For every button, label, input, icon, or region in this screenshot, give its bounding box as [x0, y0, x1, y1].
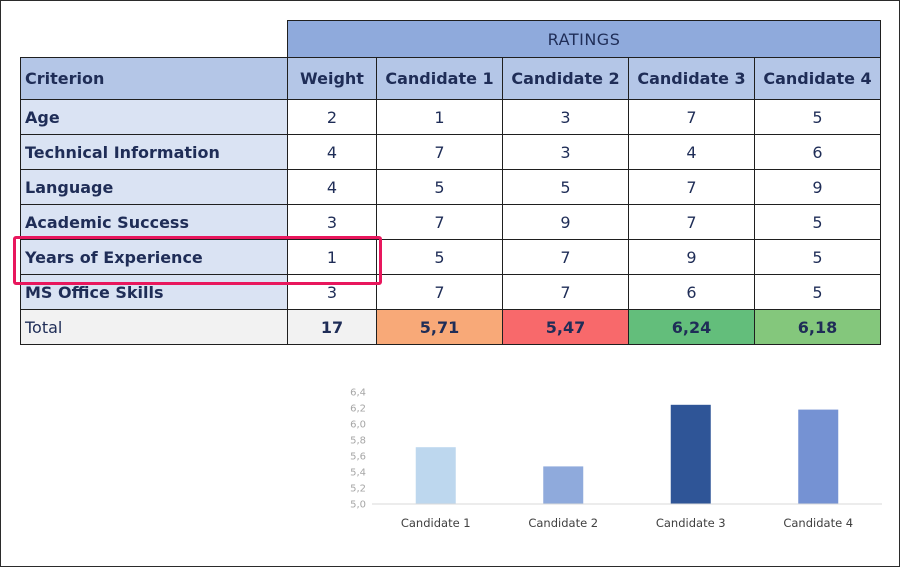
bar-candidate-1[interactable]: [415, 447, 456, 504]
total-candidate-2[interactable]: 5,47: [502, 309, 629, 345]
bar-candidate-2[interactable]: [543, 466, 584, 504]
rating-cell[interactable]: 7: [628, 99, 755, 135]
criterion-cell[interactable]: Technical Information: [20, 134, 288, 170]
y-axis-ticks: 5,0 5,2 5,4 5,6 5,8 6,0 6,2 6,4: [350, 388, 366, 511]
weight-cell[interactable]: 3: [287, 274, 377, 310]
rating-cell[interactable]: 5: [754, 204, 881, 240]
total-label[interactable]: Total: [20, 309, 288, 345]
criterion-cell[interactable]: Language: [20, 169, 288, 205]
bar-series: [415, 404, 839, 504]
rating-cell[interactable]: 5: [376, 239, 503, 275]
rating-cell[interactable]: 7: [628, 169, 755, 205]
total-row: Total 17 5,71 5,47 6,24 6,18: [20, 309, 881, 345]
rating-cell[interactable]: 7: [502, 274, 629, 310]
table-row: Age 2 1 3 7 5: [20, 99, 881, 135]
table-row: Years of Experience 1 5 7 9 5: [20, 239, 881, 275]
rating-cell[interactable]: 9: [628, 239, 755, 275]
ratings-table: RATINGS Criterion Weight Candidate 1 Can…: [20, 20, 881, 345]
rating-cell[interactable]: 9: [502, 204, 629, 240]
total-candidate-4[interactable]: 6,18: [754, 309, 881, 345]
table-row: Technical Information 4 7 3 4 6: [20, 134, 881, 170]
x-axis-labels: Candidate 1 Candidate 2 Candidate 3 Candida…: [401, 516, 853, 530]
weight-cell[interactable]: 4: [287, 169, 377, 205]
header-candidate-1[interactable]: Candidate 1: [376, 57, 503, 100]
rating-cell[interactable]: 7: [376, 204, 503, 240]
rating-cell[interactable]: 6: [628, 274, 755, 310]
x-tick-label: Candidate 3: [656, 516, 726, 530]
ratings-header[interactable]: RATINGS: [287, 20, 881, 58]
total-candidate-3[interactable]: 6,24: [628, 309, 755, 345]
weight-cell[interactable]: 1: [287, 239, 377, 275]
header-weight[interactable]: Weight: [287, 57, 377, 100]
header-candidate-2[interactable]: Candidate 2: [502, 57, 629, 100]
rating-cell[interactable]: 7: [376, 274, 503, 310]
header-candidate-4[interactable]: Candidate 4: [754, 57, 881, 100]
criterion-cell[interactable]: Years of Experience: [20, 239, 288, 275]
header-candidate-3[interactable]: Candidate 3: [628, 57, 755, 100]
weight-cell[interactable]: 2: [287, 99, 377, 135]
rating-cell[interactable]: 5: [502, 169, 629, 205]
weight-cell[interactable]: 4: [287, 134, 377, 170]
criterion-cell[interactable]: MS Office Skills: [20, 274, 288, 310]
x-tick-label: Candidate 4: [783, 516, 853, 530]
rating-cell[interactable]: 5: [754, 99, 881, 135]
rating-cell[interactable]: 5: [754, 274, 881, 310]
rating-cell[interactable]: 7: [502, 239, 629, 275]
header-row: Criterion Weight Candidate 1 Candidate 2…: [20, 57, 881, 100]
total-candidate-1[interactable]: 5,71: [376, 309, 503, 345]
y-tick-label: 5,6: [350, 452, 366, 463]
y-tick-label: 6,4: [350, 388, 366, 399]
x-tick-label: Candidate 2: [528, 516, 598, 530]
blank-corner-cell: [21, 21, 288, 58]
y-tick-label: 6,2: [350, 404, 366, 415]
weight-cell[interactable]: 3: [287, 204, 377, 240]
rating-cell[interactable]: 6: [754, 134, 881, 170]
y-tick-label: 6,0: [350, 420, 366, 431]
y-tick-label: 5,2: [350, 484, 366, 495]
table-row: MS Office Skills 3 7 7 6 5: [20, 274, 881, 310]
rating-cell[interactable]: 3: [502, 99, 629, 135]
criterion-cell[interactable]: Academic Success: [20, 204, 288, 240]
table-row: Language 4 5 5 7 9: [20, 169, 881, 205]
bar-candidate-4[interactable]: [798, 409, 839, 504]
rating-cell[interactable]: 1: [376, 99, 503, 135]
bar-candidate-3[interactable]: [670, 404, 711, 504]
score-bar-chart: 5,05,25,45,65,86,06,26,4 Candidate 1 Cand…: [350, 388, 882, 530]
y-tick-label: 5,8: [350, 436, 366, 447]
rating-cell[interactable]: 4: [628, 134, 755, 170]
header-criterion[interactable]: Criterion: [20, 57, 288, 100]
table-row: Academic Success 3 7 9 7 5: [20, 204, 881, 240]
y-tick-label: 5,0: [350, 500, 366, 511]
total-weight[interactable]: 17: [287, 309, 377, 345]
criterion-cell[interactable]: Age: [20, 99, 288, 135]
rating-cell[interactable]: 7: [376, 134, 503, 170]
rating-cell[interactable]: 9: [754, 169, 881, 205]
rating-cell[interactable]: 5: [754, 239, 881, 275]
rating-cell[interactable]: 3: [502, 134, 629, 170]
rating-cell[interactable]: 7: [628, 204, 755, 240]
rating-cell[interactable]: 5: [376, 169, 503, 205]
x-tick-label: Candidate 1: [401, 516, 471, 530]
y-tick-label: 5,4: [350, 468, 366, 479]
